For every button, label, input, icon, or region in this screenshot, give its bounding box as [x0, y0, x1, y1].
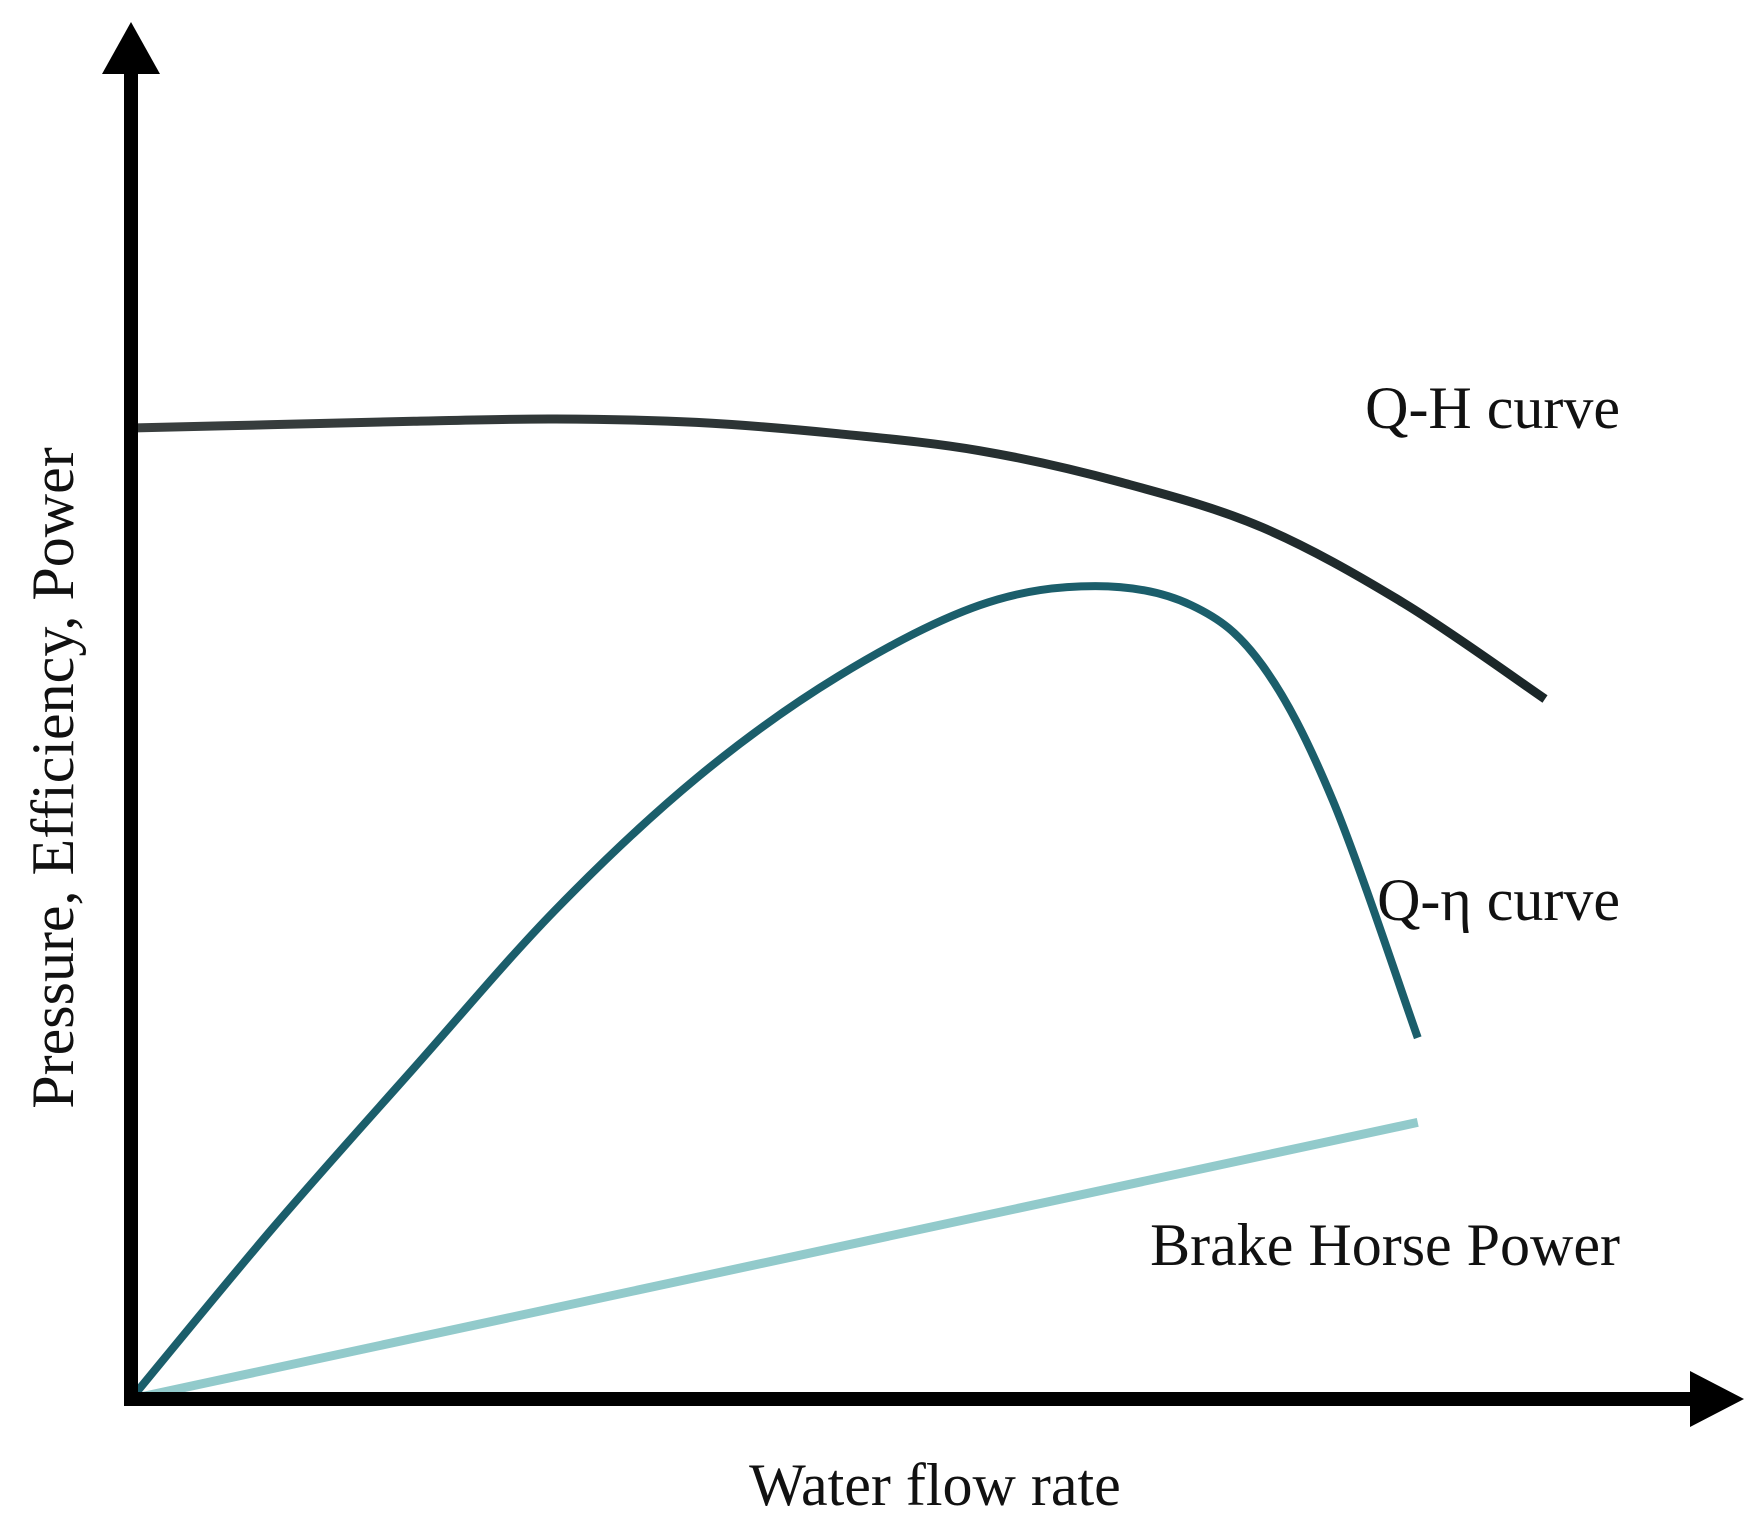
label-bhp: Brake Horse Power [1150, 1212, 1620, 1278]
series-bhp-line [130, 1118, 1419, 1404]
y-axis-arrow-icon [102, 22, 160, 74]
series-qeta-curve [127, 582, 1422, 1402]
x-axis-arrow-icon [1690, 1371, 1744, 1427]
label-qeta-curve: Q-η curve [1377, 867, 1620, 933]
series-layer [127, 414, 1548, 1404]
y-axis-label: Pressure, Efficiency, Power [20, 447, 86, 1108]
label-qh-curve: Q-H curve [1365, 375, 1620, 441]
series-qh-curve [130, 414, 1548, 703]
x-axis-label: Water flow rate [749, 1452, 1121, 1518]
